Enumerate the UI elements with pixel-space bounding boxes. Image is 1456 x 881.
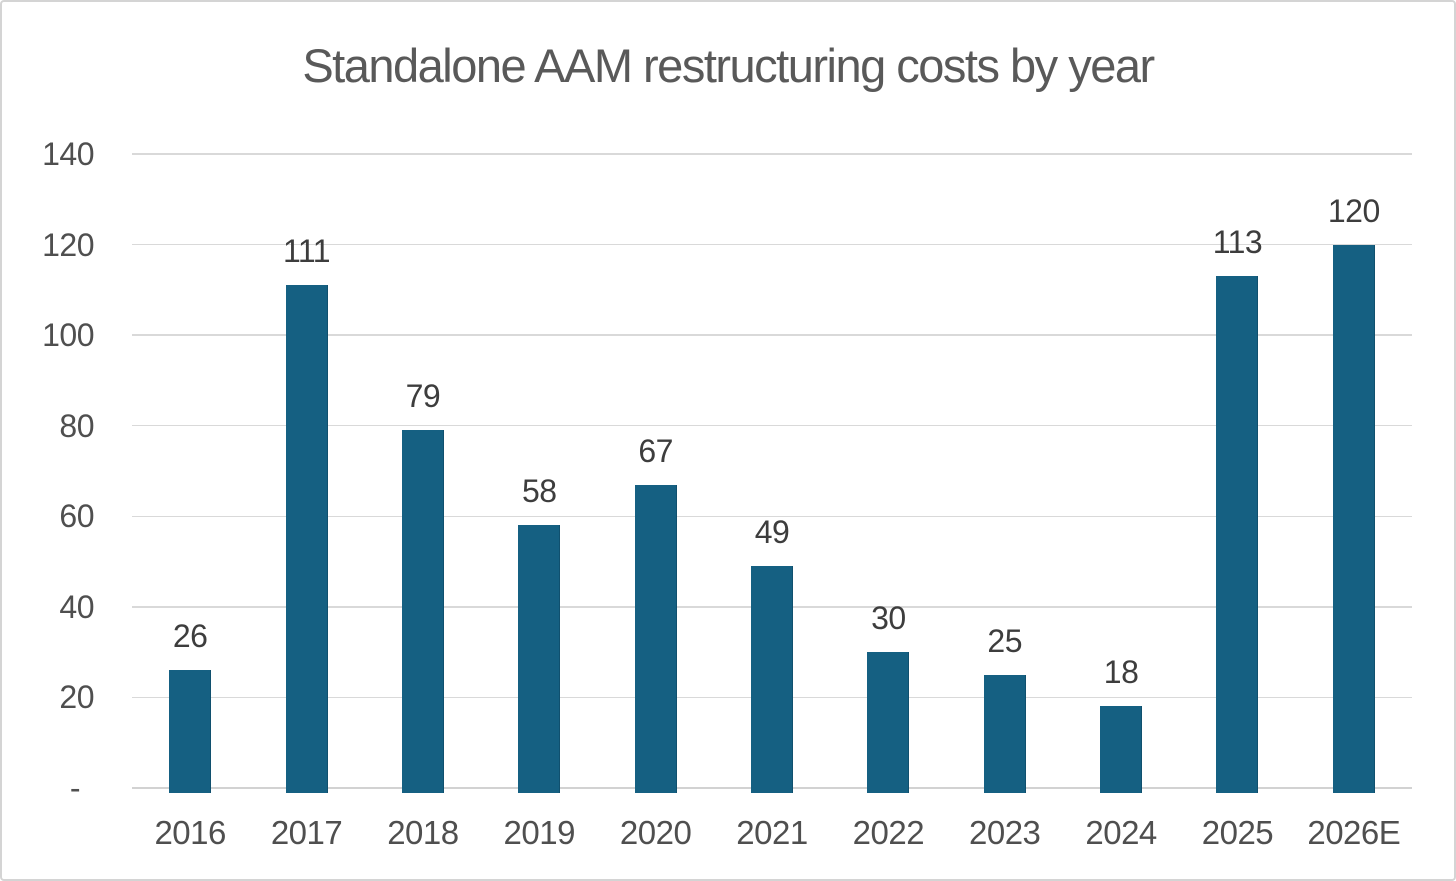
- x-axis-label-2023: 2023: [969, 814, 1041, 851]
- y-axis-tick-label: 80: [59, 407, 94, 444]
- data-label-2024: 18: [1103, 654, 1139, 691]
- data-label-2019: 58: [521, 473, 557, 510]
- chart-title: Standalone AAM restructuring costs by ye…: [302, 39, 1155, 92]
- data-label-2020: 67: [638, 432, 673, 469]
- x-axis-label-2024: 2024: [1085, 814, 1157, 851]
- y-gridline: [132, 424, 1412, 427]
- y-axis-tick-label: 40: [59, 588, 94, 625]
- bar-2019: [518, 525, 561, 793]
- bar-2021: [751, 566, 793, 793]
- data-label-2025: 113: [1212, 224, 1263, 261]
- data-label-2021: 49: [754, 514, 790, 551]
- data-label-2018: 79: [405, 378, 441, 415]
- data-label-2026E: 120: [1327, 192, 1380, 229]
- x-axis-label-2018: 2018: [387, 814, 459, 851]
- x-axis-label-2016: 2016: [154, 814, 226, 851]
- bar-2022: [867, 652, 910, 793]
- y-gridline: [132, 153, 1412, 155]
- y-axis-tick-label: 120: [42, 226, 94, 263]
- y-axis-tick-label: 140: [42, 136, 94, 172]
- x-axis-label-2017: 2017: [270, 814, 343, 851]
- data-label-2022: 30: [871, 600, 906, 637]
- bar-2016: [169, 670, 212, 793]
- y-axis-tick-label: 60: [59, 498, 94, 535]
- x-axis-label-2021: 2021: [736, 814, 808, 851]
- data-label-2017: 111: [282, 233, 331, 270]
- x-axis-label-2025: 2025: [1201, 814, 1274, 851]
- x-axis-label-2026E: 2026E: [1307, 814, 1401, 851]
- x-axis-label-2019: 2019: [503, 814, 576, 851]
- x-axis-label-2020: 2020: [619, 814, 692, 851]
- y-gridline: [132, 515, 1412, 518]
- y-axis-tick-label: 20: [59, 679, 94, 716]
- bar-2018: [401, 430, 444, 793]
- data-label-2016: 26: [172, 618, 208, 655]
- y-gridline: [132, 334, 1412, 336]
- bar-2020: [634, 484, 677, 793]
- bar-2024: [1100, 706, 1143, 793]
- bar-2017: [285, 285, 328, 793]
- bar-2023: [983, 674, 1026, 793]
- y-gridline: [132, 243, 1412, 246]
- y-axis-zero-label: -: [69, 770, 81, 806]
- y-axis-tick-label: 100: [42, 317, 94, 354]
- bar-2026E: [1332, 244, 1375, 793]
- x-axis-label-2022: 2022: [852, 814, 925, 851]
- data-label-2023: 25: [987, 622, 1023, 659]
- bar-2025: [1216, 276, 1259, 793]
